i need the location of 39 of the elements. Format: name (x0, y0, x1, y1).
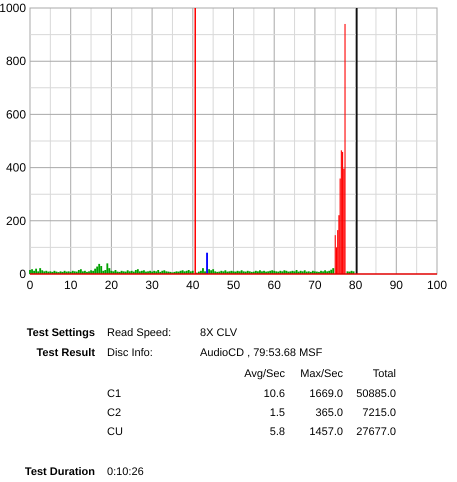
x-tick-label: 20 (104, 278, 118, 292)
text: AudioCD , 79:53.68 MSF (200, 347, 323, 359)
text: 7215.0 (362, 407, 396, 419)
y-tick-label: 1000 (0, 1, 26, 15)
text: CU (107, 426, 123, 438)
text: 8X CLV (200, 327, 238, 339)
text: 27677.0 (356, 426, 396, 438)
text: Avg/Sec (244, 368, 286, 380)
x-tick-label: 70 (308, 278, 322, 292)
text: 10.6 (264, 388, 285, 400)
text: C2 (107, 407, 122, 419)
text: 1.5 (270, 407, 285, 419)
y-tick-label: 0 (19, 267, 26, 281)
x-tick-label: 10 (64, 278, 78, 292)
y-tick-label: 200 (6, 214, 26, 228)
text: 1669.0 (309, 388, 343, 400)
text: 0:10:26 (107, 466, 144, 478)
text: Max/Sec (300, 368, 344, 380)
text: 1457.0 (309, 426, 343, 438)
text: 50885.0 (356, 388, 396, 400)
text: 5.8 (270, 426, 285, 438)
x-tick-label: 100 (426, 278, 448, 292)
x-tick-label: 30 (145, 278, 160, 292)
y-tick-label: 600 (6, 107, 26, 122)
x-tick-label: 60 (268, 278, 282, 292)
text: Total (372, 368, 396, 380)
y-tick-label: 400 (6, 160, 26, 175)
x-tick-label: 40 (186, 278, 200, 292)
text: Test Result (36, 347, 96, 359)
x-tick-label: 80 (348, 278, 363, 292)
x-tick-label: 90 (390, 278, 404, 292)
text: C1 (107, 388, 122, 400)
text: 365.0 (315, 407, 343, 419)
x-tick-label: 50 (226, 278, 240, 292)
text: Read Speed: (107, 327, 172, 339)
text: Disc Info: (107, 347, 153, 359)
text: Test Settings (26, 327, 95, 339)
y-tick-label: 800 (6, 54, 26, 68)
text: Test Duration (24, 466, 96, 478)
